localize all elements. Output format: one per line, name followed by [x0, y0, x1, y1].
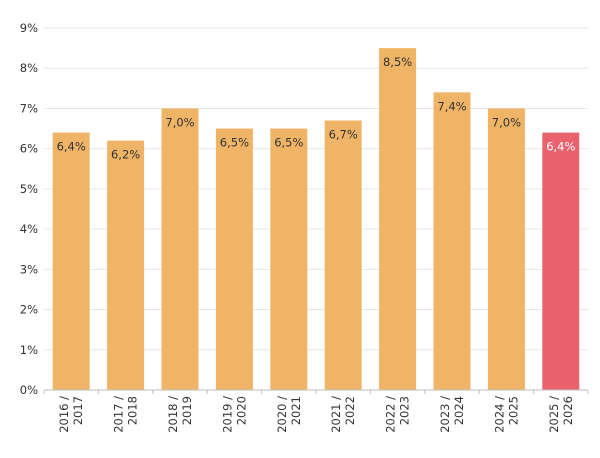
x-tick-line: 2026 — [561, 396, 575, 425]
bar — [161, 108, 199, 390]
bar — [542, 132, 580, 391]
x-tick-label: 2023 /2024 — [438, 396, 466, 433]
bar — [52, 132, 90, 391]
data-label: 7,4% — [437, 99, 466, 113]
data-label: 7,0% — [492, 115, 521, 129]
x-tick-line: 2022 — [343, 396, 357, 425]
x-tick-label: 2025 /2026 — [547, 396, 575, 433]
data-label: 8,5% — [383, 55, 412, 69]
x-tick-line: 2017 — [71, 396, 85, 425]
bar — [215, 128, 253, 391]
y-tick-label: 3% — [20, 262, 38, 276]
bar — [270, 128, 308, 391]
y-tick-label: 4% — [20, 222, 38, 236]
x-tick-line: 2020 / — [275, 396, 289, 433]
y-tick-label: 2% — [20, 303, 38, 317]
x-tick-line: 2024 / — [492, 396, 506, 433]
y-tick-label: 7% — [20, 101, 38, 115]
data-label: 6,7% — [329, 128, 358, 142]
data-label: 6,4% — [57, 140, 86, 154]
data-label: 6,2% — [111, 148, 140, 162]
data-label: 6,4% — [546, 140, 575, 154]
x-tick-line: 2025 / — [547, 396, 561, 433]
x-tick-line: 2021 — [289, 396, 303, 425]
y-tick-label: 1% — [20, 343, 38, 357]
x-tick-label: 2018 /2019 — [166, 396, 194, 433]
x-tick-label: 2019 /2020 — [220, 396, 248, 433]
axes: 0%1%2%3%4%5%6%7%8%9%2016 /2017 2017 /2018… — [20, 21, 589, 433]
data-labels: 6,4% 6,2% 7,0% 6,5% 6,5% 6,7% 8,5% 7,4% 7,0% 6,4% — [57, 55, 576, 162]
x-tick-label: 2020 /2021 — [275, 396, 303, 433]
bar — [107, 140, 145, 390]
y-tick-label: 9% — [20, 21, 38, 35]
x-tick-line: 2023 / — [438, 396, 452, 433]
x-tick-line: 2018 — [126, 396, 140, 425]
x-tick-line: 2024 — [452, 396, 466, 425]
x-tick-label: 2017 /2018 — [112, 396, 140, 433]
y-tick-label: 8% — [20, 61, 38, 75]
x-tick-line: 2022 / — [384, 396, 398, 433]
x-tick-label: 2022 /2023 — [384, 396, 412, 433]
x-tick-line: 2018 / — [166, 396, 180, 433]
x-tick-line: 2023 — [398, 396, 412, 425]
data-label: 7,0% — [165, 115, 194, 129]
y-tick-label: 5% — [20, 182, 38, 196]
y-tick-label: 0% — [20, 383, 38, 397]
data-label: 6,5% — [274, 136, 303, 150]
bar — [487, 108, 525, 390]
x-tick-line: 2019 / — [220, 396, 234, 433]
x-tick-label: 2021 /2022 — [329, 396, 357, 433]
x-tick-label: 2024 /2025 — [492, 396, 520, 433]
bars — [52, 48, 580, 391]
bar — [379, 48, 417, 390]
x-tick-line: 2025 — [506, 396, 520, 425]
x-tick-line: 2016 / — [57, 396, 71, 433]
y-tick-label: 6% — [20, 142, 38, 156]
x-tick-line: 2020 — [234, 396, 248, 425]
data-label: 6,5% — [220, 136, 249, 150]
x-tick-line: 2019 — [180, 396, 194, 425]
x-tick-line: 2021 / — [329, 396, 343, 433]
bar — [324, 120, 362, 390]
x-tick-line: 2017 / — [112, 396, 126, 433]
x-tick-label: 2016 /2017 — [57, 396, 85, 433]
bar — [433, 92, 471, 390]
